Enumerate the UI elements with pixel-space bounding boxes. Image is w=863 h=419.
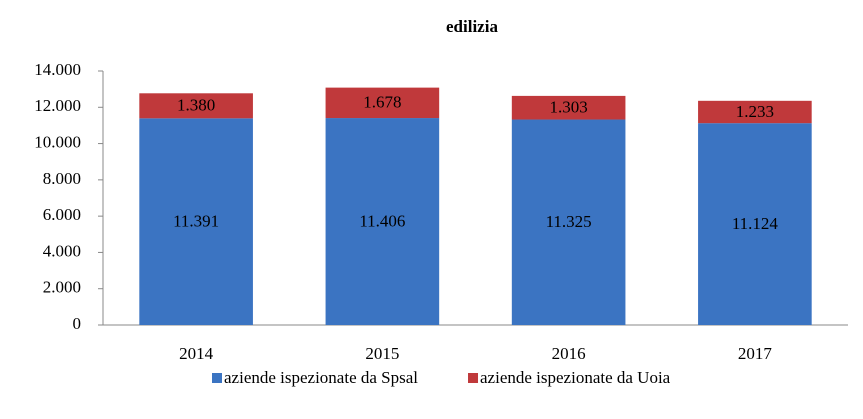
bar-segment — [511, 119, 626, 326]
y-tick-label: 12.000 — [34, 96, 81, 115]
bar-segment — [139, 118, 253, 325]
legend-label: aziende ispezionate da Spsal — [224, 368, 418, 387]
data-label: 1.303 — [550, 98, 588, 117]
x-tick-label: 2017 — [738, 344, 773, 363]
data-label: 1.380 — [177, 96, 215, 115]
y-tick-label: 6.000 — [43, 205, 81, 224]
y-tick-label: 2.000 — [43, 278, 81, 297]
x-tick-label: 2014 — [179, 344, 214, 363]
data-label: 11.325 — [546, 212, 592, 231]
data-label: 11.406 — [359, 211, 405, 230]
y-tick-label: 14.000 — [34, 60, 81, 79]
bar-segment — [325, 118, 440, 326]
bar-segment — [698, 100, 812, 124]
y-tick-label: 8.000 — [43, 169, 81, 188]
y-tick-label: 4.000 — [43, 241, 81, 260]
data-label: 1.233 — [736, 102, 774, 121]
bar-segment — [139, 93, 253, 119]
bar-segment — [325, 87, 440, 119]
legend-swatch — [468, 373, 479, 383]
chart-title: edilizia — [446, 17, 498, 36]
legend-label: aziende ispezionate da Uoia — [480, 368, 671, 387]
data-label: 11.391 — [173, 212, 219, 231]
bar-segment — [698, 123, 812, 325]
legend-swatch — [212, 373, 222, 383]
bar-segment — [511, 95, 626, 120]
x-tick-label: 2016 — [552, 344, 586, 363]
y-tick-label: 10.000 — [34, 132, 81, 151]
x-tick-label: 2015 — [365, 344, 399, 363]
y-tick-label: 0 — [73, 314, 82, 333]
data-label: 1.678 — [363, 93, 401, 112]
data-label: 11.124 — [732, 214, 779, 233]
